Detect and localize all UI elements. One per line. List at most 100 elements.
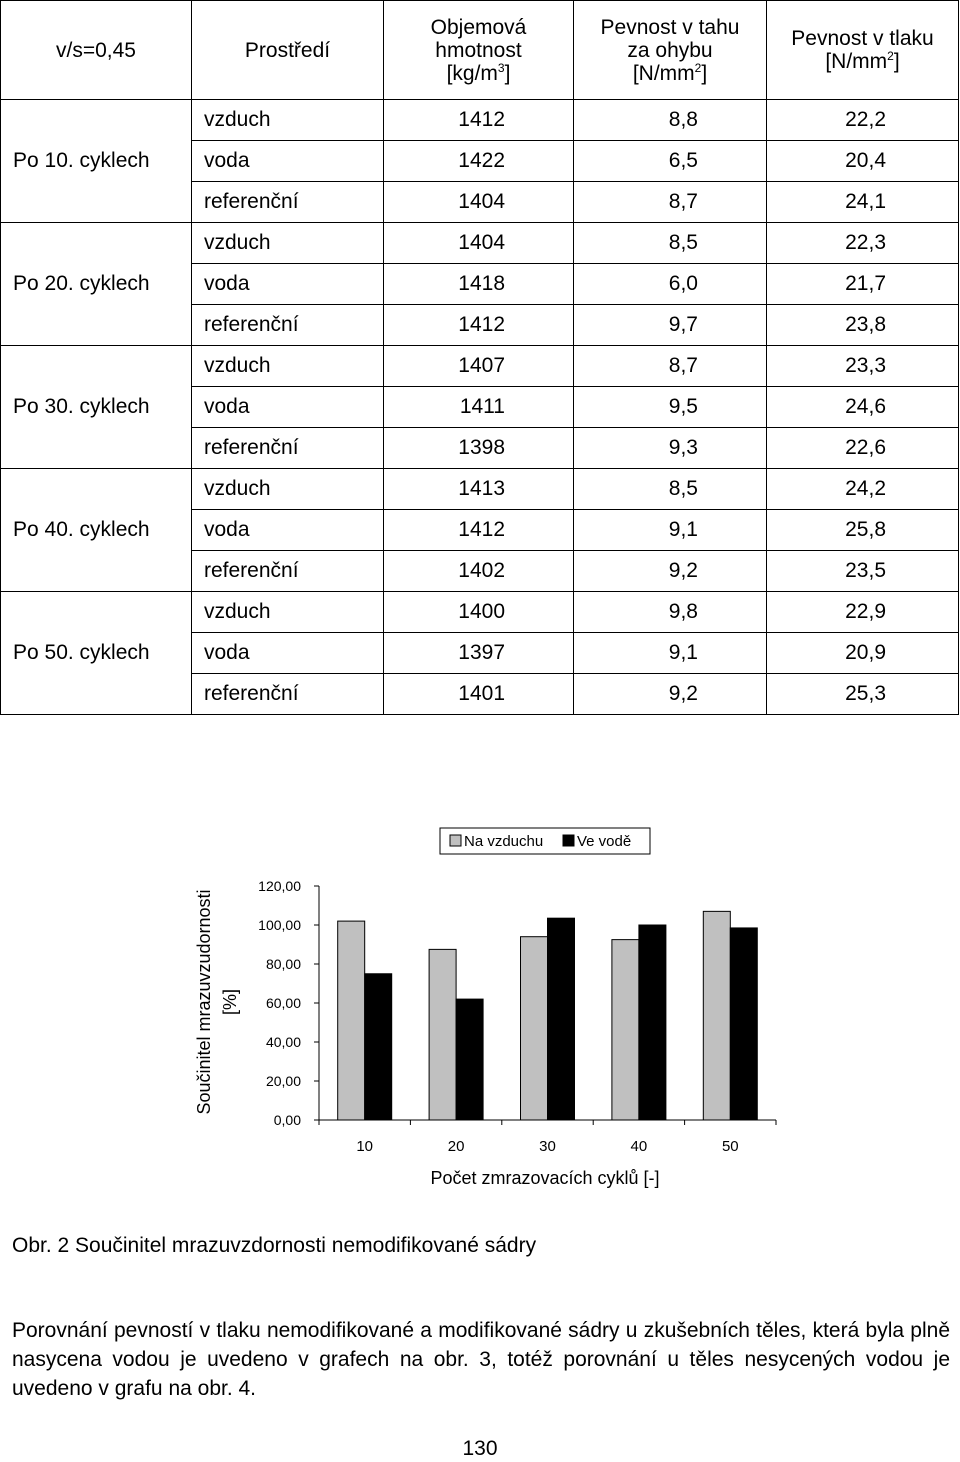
y-tick-label: 0,00: [274, 1112, 301, 1128]
header-flexural-strength: Pevnost v tahu za ohybu [N/mm2]: [573, 0, 767, 100]
compressive-cell: 22,2: [766, 99, 959, 141]
density-cell: 1404: [383, 222, 574, 264]
flexural-cell: 8,7: [573, 181, 767, 223]
y-tick-label: 80,00: [266, 956, 301, 972]
header-density-exponent: 3: [497, 60, 505, 75]
bar: [702, 910, 731, 1121]
header-compressive-line1: Pevnost v tlaku: [791, 27, 934, 50]
header-flexural-bracket: ]: [701, 61, 708, 85]
environment-cell: voda: [191, 386, 384, 428]
header-flexural-exponent: 2: [694, 60, 702, 75]
environment-cell: voda: [191, 632, 384, 674]
table-row: voda 1412 9,1 25,8: [1, 509, 959, 551]
legend-swatch: [449, 834, 462, 847]
density-cell: 1412: [383, 509, 574, 551]
y-tick-label: 120,00: [258, 878, 301, 894]
header-compressive-strength: Pevnost v tlaku [N/mm2]: [766, 0, 959, 100]
density-cell: 1401: [383, 673, 574, 715]
flexural-cell: 9,7: [573, 304, 767, 346]
x-axis-title: Počet zmrazovacích cyklů [-]: [430, 1168, 659, 1188]
flexural-cell: 9,2: [573, 673, 767, 715]
flexural-cell: 9,5: [573, 386, 767, 428]
y-tick-label: 20,00: [266, 1073, 301, 1089]
flexural-cell: 9,2: [573, 550, 767, 592]
header-flexural-line1: Pevnost v tahu: [600, 15, 740, 39]
header-compressive-exponent: 2: [887, 49, 894, 63]
header-compressive-bracket: ]: [893, 50, 900, 73]
density-cell: 1418: [383, 263, 574, 305]
header-flexural-unit: [N/mm: [632, 61, 695, 85]
table-header-row: v/s=0,45 Prostředí Objemová hmotnost [kg…: [0, 0, 959, 100]
x-tick-label: 10: [356, 1138, 373, 1155]
compressive-cell: 22,6: [766, 427, 959, 469]
compressive-cell: 24,6: [766, 386, 959, 428]
compressive-cell: 22,9: [766, 591, 959, 633]
flexural-cell: 8,5: [573, 222, 767, 264]
environment-cell: voda: [191, 263, 384, 305]
figure-caption: Obr. 2 Součinitel mrazuvzdornosti nemodi…: [12, 1234, 537, 1257]
environment-cell: vzduch: [191, 99, 384, 141]
x-tick-label: 40: [631, 1138, 648, 1155]
table-row: voda 1397 9,1 20,9: [1, 632, 959, 674]
flexural-cell: 9,1: [573, 632, 767, 674]
flexural-cell: 8,5: [573, 468, 767, 510]
cycle-label: Po 30. cyklech: [0, 345, 192, 469]
environment-cell: referenční: [191, 673, 384, 715]
header-flexural-line2: za ohybu: [627, 38, 713, 62]
environment-cell: voda: [191, 140, 384, 182]
flexural-cell: 8,7: [573, 345, 767, 387]
table-row: referenční 1401 9,2 25,3: [1, 673, 959, 715]
bar: [729, 927, 758, 1121]
header-density-bracket: ]: [504, 61, 511, 85]
cycle-label: Po 50. cyklech: [0, 591, 192, 715]
flexural-cell: 8,8: [573, 99, 767, 141]
frost-resistance-chart: Na vzduchu Ve vodě 0,00 20,00 40,00 60,00 80,0…: [194, 827, 777, 1188]
compressive-cell: 25,8: [766, 509, 959, 551]
density-cell: 1400: [383, 591, 574, 633]
y-axis-unit: [%]: [220, 989, 240, 1015]
environment-cell: referenční: [191, 550, 384, 592]
bar: [428, 948, 457, 1121]
bar: [611, 939, 640, 1121]
compressive-cell: 23,3: [766, 345, 959, 387]
header-environment: Prostředí: [191, 0, 384, 100]
compressive-cell: 23,5: [766, 550, 959, 592]
density-cell: 1407: [383, 345, 574, 387]
compressive-cell: 22,3: [766, 222, 959, 264]
density-cell: 1402: [383, 550, 574, 592]
environment-cell: vzduch: [191, 468, 384, 510]
y-tick-label: 40,00: [266, 1034, 301, 1050]
x-tick-label: 20: [448, 1138, 465, 1155]
bar: [520, 936, 548, 1121]
y-tick-label: 60,00: [266, 995, 301, 1011]
table-row: referenční 1404 8,7 24,1: [1, 181, 959, 223]
environment-cell: vzduch: [191, 222, 384, 264]
table-row: voda 1418 6,0 21,7: [1, 263, 959, 305]
flexural-cell: 6,5: [573, 140, 767, 182]
table-row: Po 50. cyklech vzduch 1400 9,8 22,9: [0, 591, 959, 715]
density-cell: 1397: [383, 632, 574, 674]
legend-label: Ve vodě: [577, 833, 631, 850]
x-tick-label: 30: [539, 1138, 556, 1155]
legend-label: Na vzduchu: [464, 833, 543, 850]
y-axis-title: Součinitel mrazuvzudornosti: [194, 889, 214, 1114]
table-row: voda 1422 6,5 20,4: [1, 140, 959, 182]
density-cell: 1404: [383, 181, 574, 223]
y-tick-label: 100,00: [258, 917, 301, 933]
bar: [364, 973, 393, 1121]
header-ratio: v/s=0,45: [0, 0, 192, 100]
environment-cell: vzduch: [191, 345, 384, 387]
bar: [337, 920, 366, 1121]
legend-swatch: [562, 834, 575, 847]
table-row: referenční 1412 9,7 23,8: [1, 304, 959, 346]
density-cell: 1398: [383, 427, 574, 469]
bar: [547, 917, 575, 1121]
density-cell: 1412: [383, 99, 574, 141]
header-density: Objemová hmotnost [kg/m3]: [383, 0, 574, 100]
compressive-cell: 24,1: [766, 181, 959, 223]
legend-box: [439, 827, 651, 855]
bar: [455, 998, 484, 1121]
environment-cell: vzduch: [191, 591, 384, 633]
flexural-cell: 9,8: [573, 591, 767, 633]
density-cell: 1413: [383, 468, 574, 510]
